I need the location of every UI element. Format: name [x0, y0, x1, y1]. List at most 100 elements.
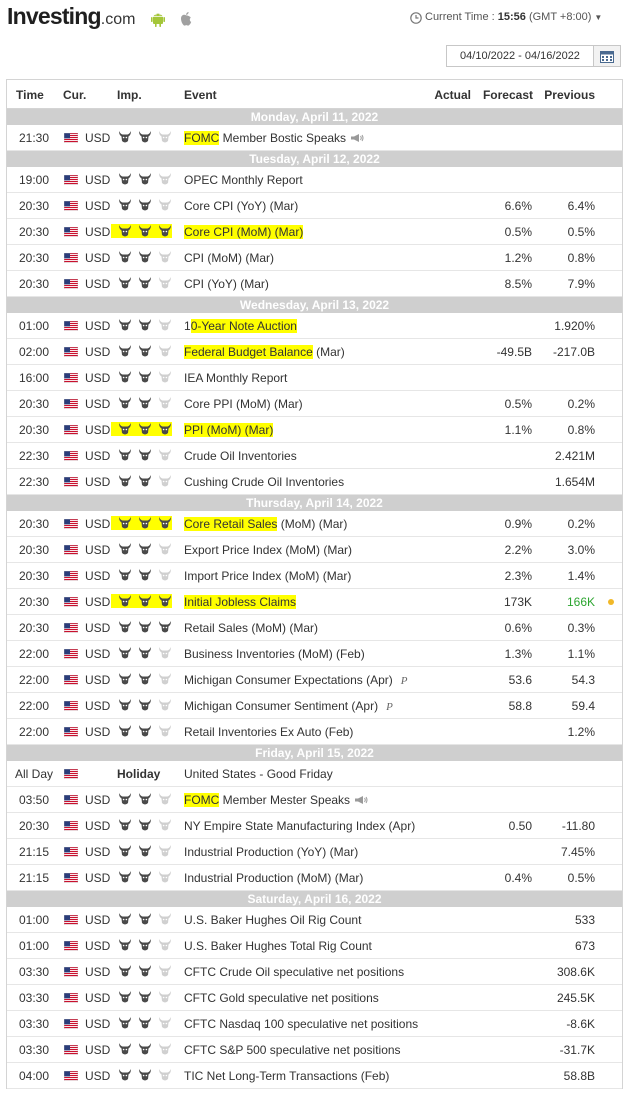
table-row[interactable]: 20:30 USD Core CPI (YoY) (Mar) 6.6% 6.4% — [7, 193, 622, 219]
table-row[interactable]: 20:30 USD NY Empire State Manufacturing In… — [7, 813, 622, 839]
table-row[interactable]: 20:30 USD CPI (MoM) (Mar) 1.2% 0.8% — [7, 245, 622, 271]
event-name[interactable]: Retail Sales (MoM) (Mar) — [184, 621, 318, 635]
table-row[interactable]: 22:30 USD Crude Oil Inventories 2.421M — [7, 443, 622, 469]
table-row[interactable]: 22:00 USD Michigan Consumer Expectations (… — [7, 667, 622, 693]
event-name[interactable]: Initial Jobless Claims — [184, 595, 297, 609]
col-importance[interactable]: Imp. — [117, 88, 142, 102]
table-row[interactable]: 22:30 USD Cushing Crude Oil Inventories 1.6… — [7, 469, 622, 495]
event-name[interactable]: United States - Good Friday — [184, 767, 333, 781]
event-name[interactable]: Export Price Index (MoM) (Mar) — [184, 543, 352, 557]
event-name-text: Retail Sales (MoM) (Mar) — [184, 621, 319, 635]
event-name[interactable]: U.S. Baker Hughes Oil Rig Count — [184, 913, 361, 927]
event-name[interactable]: CFTC Gold speculative net positions — [184, 991, 379, 1005]
table-row[interactable]: 20:30 USD Import Price Index (MoM) (Mar) 2.… — [7, 563, 622, 589]
android-icon[interactable] — [151, 11, 165, 27]
table-row[interactable]: 20:30 USD PPI (MoM) (Mar) 1.1% 0.8% — [7, 417, 622, 443]
event-name-text: IEA Monthly Report — [184, 371, 288, 385]
table-header: Time Cur. Imp. Event Actual Forecast Pre… — [7, 79, 622, 109]
table-row[interactable]: 20:30 USD Export Price Index (MoM) (Mar) 2.… — [7, 537, 622, 563]
col-time[interactable]: Time — [16, 88, 44, 102]
table-row[interactable]: 20:30 USD Core Retail Sales (MoM) (Mar) 0.9… — [7, 511, 622, 537]
bull-icon — [159, 595, 171, 607]
table-row[interactable]: 03:30 USD CFTC Gold speculative net positi… — [7, 985, 622, 1011]
table-row[interactable]: 16:00 USD IEA Monthly Report — [7, 365, 622, 391]
bull-icon — [139, 131, 151, 143]
importance-rating — [117, 1016, 177, 1030]
event-name[interactable]: Core CPI (YoY) (Mar) — [184, 199, 298, 213]
event-name[interactable]: NY Empire State Manufacturing Index (Apr… — [184, 819, 415, 833]
event-name[interactable]: CFTC S&P 500 speculative net positions — [184, 1043, 401, 1057]
event-name-text: U.S. Baker Hughes Oil Rig Count — [184, 913, 362, 927]
event-name[interactable]: Michigan Consumer Sentiment (Apr) P — [184, 699, 393, 713]
table-row[interactable]: 20:30 USD Initial Jobless Claims 173K 166K — [7, 589, 622, 615]
table-row[interactable]: 01:00 USD 10-Year Note Auction 1.920% — [7, 313, 622, 339]
event-time: 02:00 — [18, 345, 50, 359]
importance-rating — [117, 474, 177, 488]
table-row[interactable]: 20:30 USD CPI (YoY) (Mar) 8.5% 7.9% — [7, 271, 622, 297]
event-name[interactable]: Core PPI (MoM) (Mar) — [184, 397, 303, 411]
current-time-selector[interactable]: Current Time : 15:56 (GMT +8:00) ▼ — [425, 11, 602, 23]
event-name[interactable]: Business Inventories (MoM) (Feb) — [184, 647, 365, 661]
event-name[interactable]: FOMC Member Mester Speaks — [184, 793, 368, 807]
col-actual[interactable]: Actual — [434, 88, 471, 102]
bull-icon — [119, 517, 131, 529]
table-row[interactable]: 21:15 USD Industrial Production (YoY) (Mar… — [7, 839, 622, 865]
table-row[interactable]: 03:30 USD CFTC Crude Oil speculative net p… — [7, 959, 622, 985]
col-currency[interactable]: Cur. — [63, 88, 87, 102]
event-name[interactable]: Crude Oil Inventories — [184, 449, 297, 463]
calendar-button[interactable] — [594, 45, 621, 67]
event-name[interactable]: OPEC Monthly Report — [184, 173, 303, 187]
col-event[interactable]: Event — [184, 88, 217, 102]
table-row[interactable]: 20:30 USD Core PPI (MoM) (Mar) 0.5% 0.2% — [7, 391, 622, 417]
event-name[interactable]: CPI (YoY) (Mar) — [184, 277, 269, 291]
event-name[interactable]: U.S. Baker Hughes Total Rig Count — [184, 939, 372, 953]
event-name[interactable]: 10-Year Note Auction — [184, 319, 297, 333]
importance-rating — [117, 318, 177, 332]
event-name[interactable]: Industrial Production (MoM) (Mar) — [184, 871, 363, 885]
table-row[interactable]: 19:00 USD OPEC Monthly Report — [7, 167, 622, 193]
table-row[interactable]: 03:30 USD CFTC Nasdaq 100 speculative net … — [7, 1011, 622, 1037]
event-name[interactable]: CFTC Nasdaq 100 speculative net position… — [184, 1017, 418, 1031]
event-name[interactable]: Federal Budget Balance (Mar) — [184, 345, 345, 359]
table-row[interactable]: 22:00 USD Business Inventories (MoM) (Feb)… — [7, 641, 622, 667]
col-previous[interactable]: Previous — [544, 88, 595, 102]
date-range-input[interactable]: 04/10/2022 - 04/16/2022 — [446, 45, 594, 67]
table-row[interactable]: 03:30 USD CFTC S&P 500 speculative net pos… — [7, 1037, 622, 1063]
bull-icon — [119, 277, 131, 289]
table-row[interactable]: 21:15 USD Industrial Production (MoM) (Mar… — [7, 865, 622, 891]
bull-icon — [139, 517, 151, 529]
investing-logo[interactable]: Investing.com — [7, 3, 136, 29]
table-row[interactable]: All Day Holiday United States - Good Frida… — [7, 761, 622, 787]
bull-icon — [119, 673, 131, 685]
event-name[interactable]: Core CPI (MoM) (Mar) — [184, 225, 304, 239]
table-row[interactable]: 01:00 USD U.S. Baker Hughes Total Rig Coun… — [7, 933, 622, 959]
event-name[interactable]: Core Retail Sales (MoM) (Mar) — [184, 517, 347, 531]
table-row[interactable]: 20:30 USD Retail Sales (MoM) (Mar) 0.6% 0.3% — [7, 615, 622, 641]
apple-icon[interactable] — [179, 11, 193, 27]
event-name[interactable]: TIC Net Long-Term Transactions (Feb) — [184, 1069, 389, 1083]
bull-icon — [159, 173, 171, 185]
event-name[interactable]: Import Price Index (MoM) (Mar) — [184, 569, 351, 583]
event-name[interactable]: Cushing Crude Oil Inventories — [184, 475, 344, 489]
bull-icon — [159, 991, 171, 1003]
event-name[interactable]: CPI (MoM) (Mar) — [184, 251, 274, 265]
col-forecast[interactable]: Forecast — [482, 88, 533, 102]
table-row[interactable]: 02:00 USD Federal Budget Balance (Mar) -49.… — [7, 339, 622, 365]
event-name[interactable]: FOMC Member Bostic Speaks — [184, 131, 364, 145]
table-row[interactable]: 04:00 USD TIC Net Long-Term Transactions (… — [7, 1063, 622, 1089]
us-flag-icon — [64, 519, 78, 529]
event-name[interactable]: Industrial Production (YoY) (Mar) — [184, 845, 358, 859]
table-row[interactable]: 22:00 USD Retail Inventories Ex Auto (Feb)… — [7, 719, 622, 745]
table-row[interactable]: 21:30 USD FOMC Member Bostic Speaks — [7, 125, 622, 151]
importance-rating — [117, 396, 177, 410]
event-name[interactable]: IEA Monthly Report — [184, 371, 287, 385]
table-row[interactable]: 20:30 USD Core CPI (MoM) (Mar) 0.5% 0.5% — [7, 219, 622, 245]
event-name[interactable]: Michigan Consumer Expectations (Apr) P — [184, 673, 408, 687]
table-row[interactable]: 03:50 USD FOMC Member Mester Speaks — [7, 787, 622, 813]
event-name[interactable]: PPI (MoM) (Mar) — [184, 423, 274, 437]
event-name[interactable]: Retail Inventories Ex Auto (Feb) — [184, 725, 353, 739]
event-name[interactable]: CFTC Crude Oil speculative net positions — [184, 965, 404, 979]
event-name-text: (MoM) (Mar) — [277, 517, 348, 531]
table-row[interactable]: 22:00 USD Michigan Consumer Sentiment (Apr… — [7, 693, 622, 719]
table-row[interactable]: 01:00 USD U.S. Baker Hughes Oil Rig Count 5… — [7, 907, 622, 933]
